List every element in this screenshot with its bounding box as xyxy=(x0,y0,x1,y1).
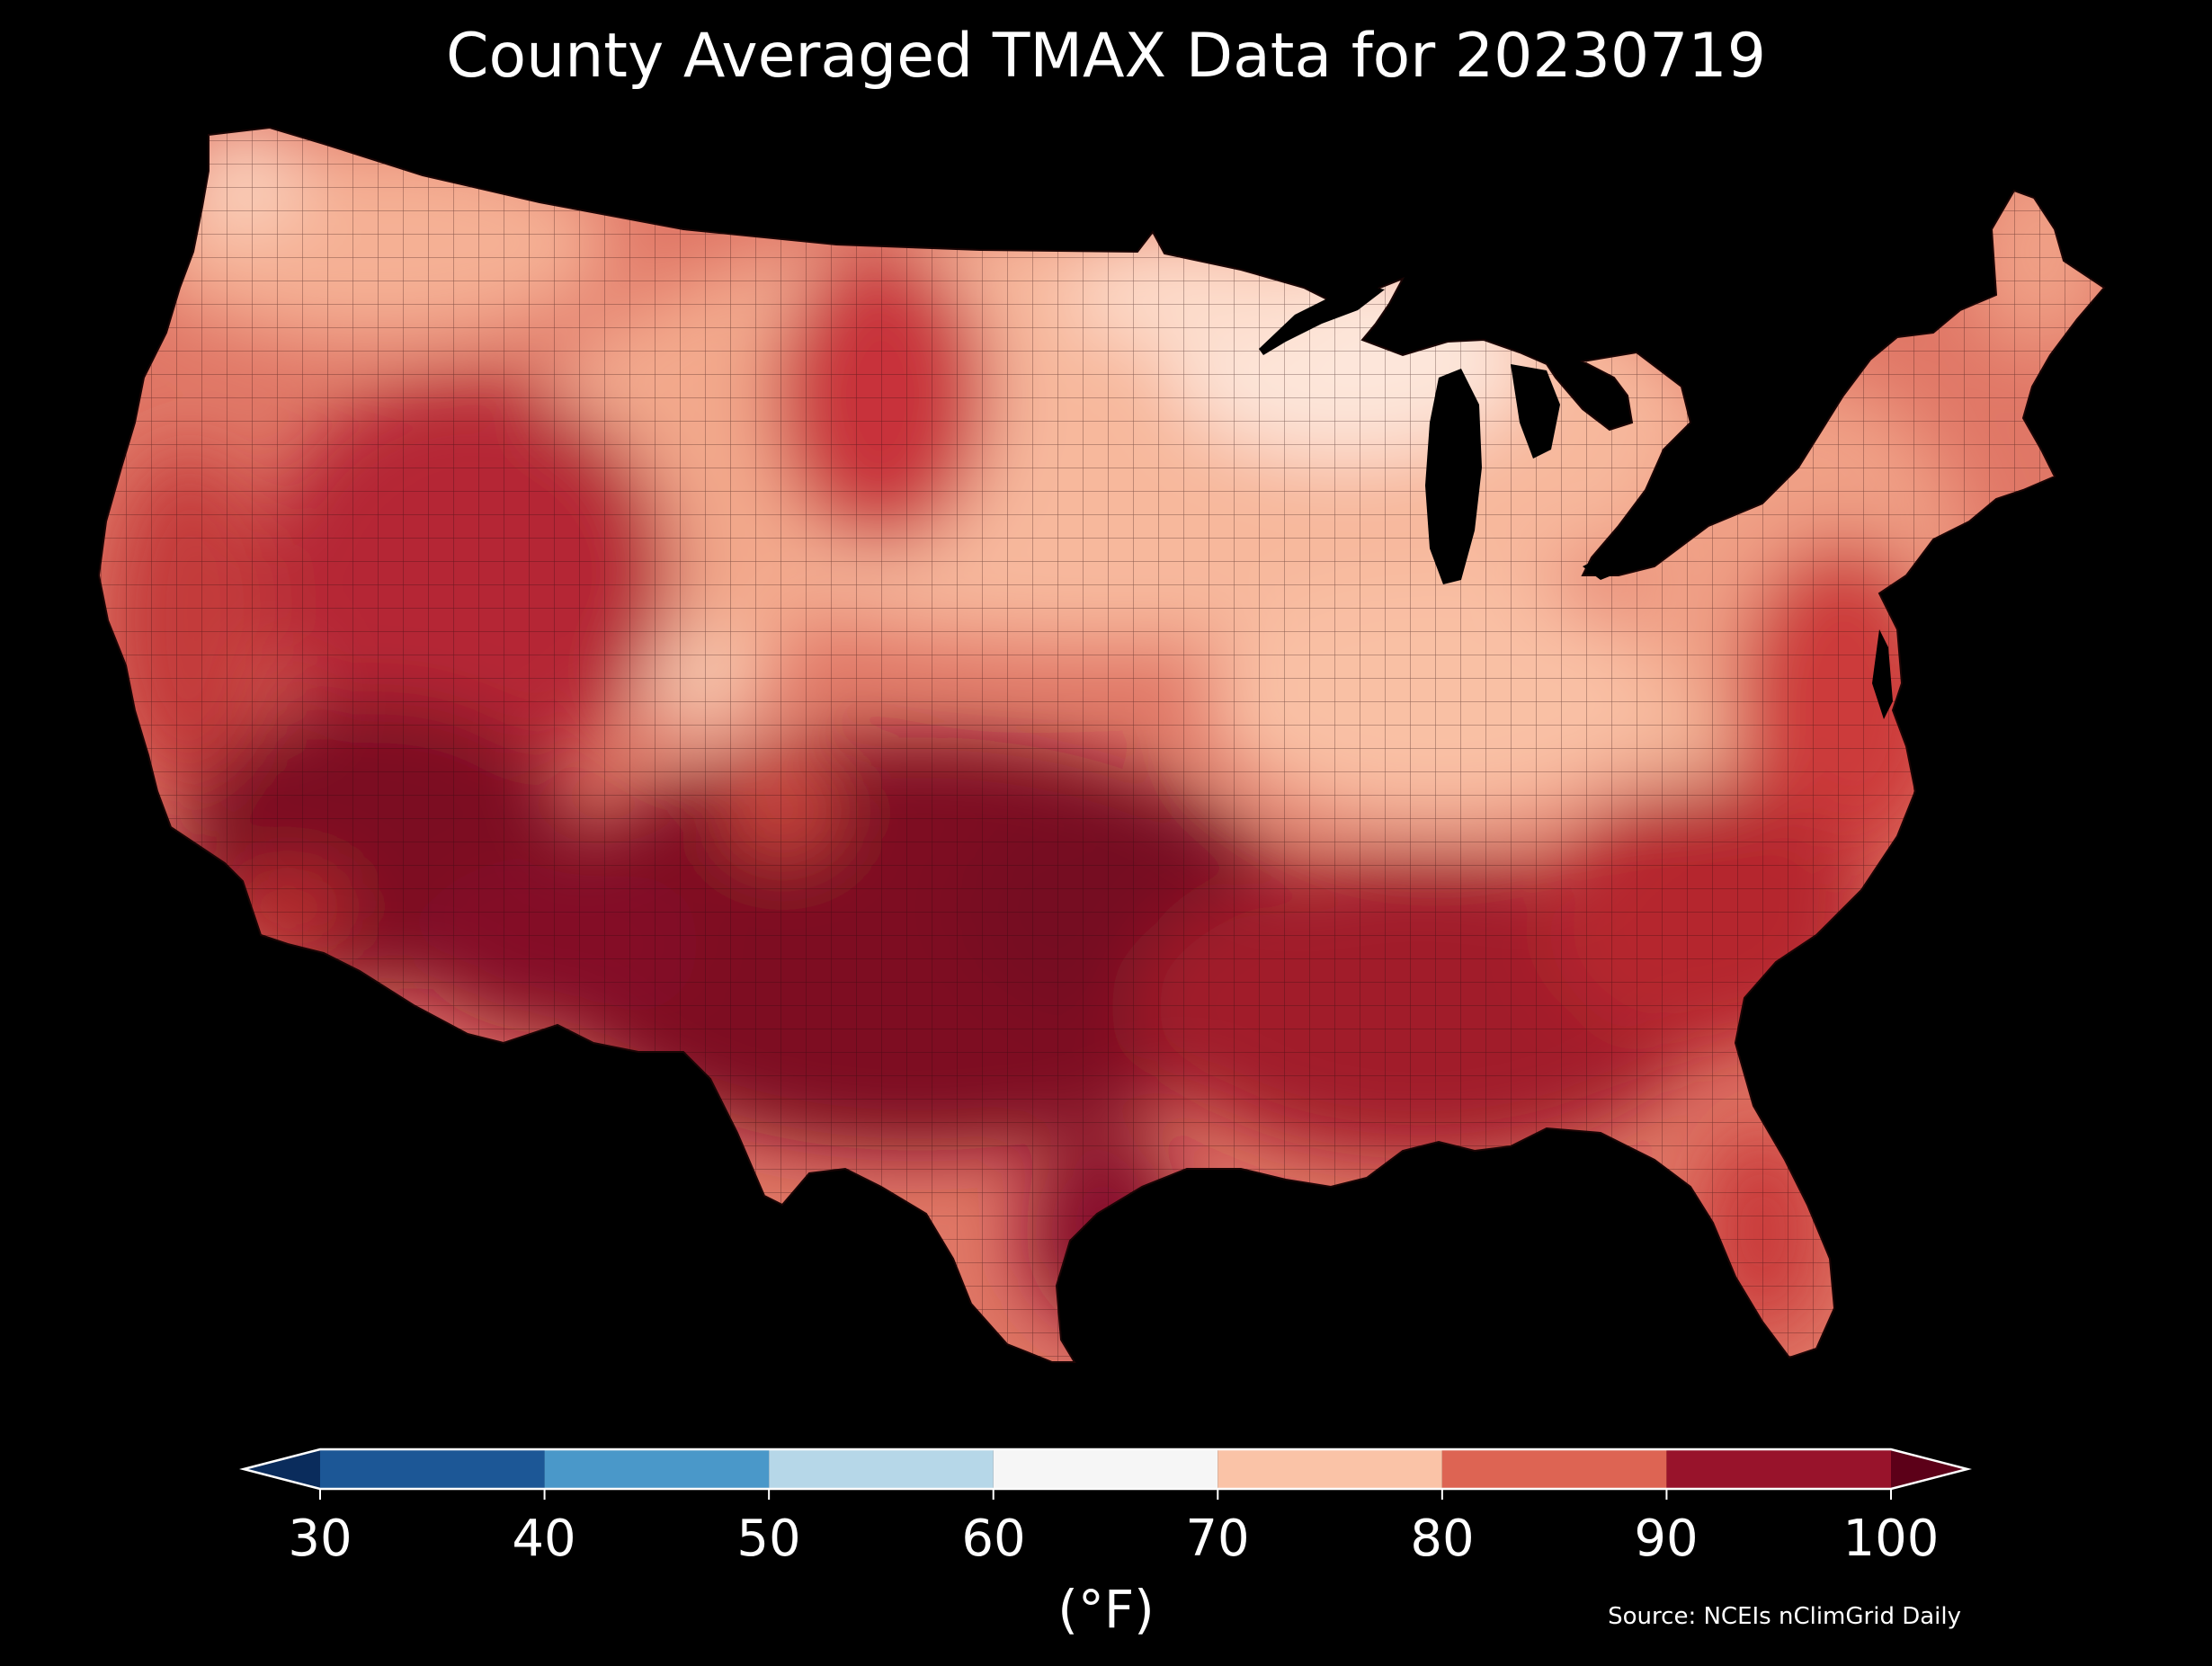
colorbar-tick-label: 60 xyxy=(961,1510,1026,1568)
map-title: County Averaged TMAX Data for 20230719 xyxy=(446,21,1766,92)
lake-huron xyxy=(1511,364,1560,459)
colorbar-tick-label: 80 xyxy=(1410,1510,1475,1568)
source-credit: Source: NCEIs nClimGrid Daily xyxy=(1608,1603,1961,1630)
lake-erie xyxy=(1583,526,1690,580)
colorbar-tick-label: 50 xyxy=(736,1510,801,1568)
colorbar-tick-label: 90 xyxy=(1634,1510,1699,1568)
lake-superior xyxy=(1259,286,1385,355)
colorbar-tick-label: 30 xyxy=(288,1510,352,1568)
colorbar-tick-label: 40 xyxy=(512,1510,576,1568)
great-lakes xyxy=(1259,286,1893,719)
colorbar-tick-label: 100 xyxy=(1842,1510,1940,1568)
chesapeake-bay xyxy=(1872,629,1893,719)
lake-michigan xyxy=(1425,369,1482,584)
colorbar-unit-label: (°F) xyxy=(1057,1579,1155,1640)
colorbar-tick-label: 70 xyxy=(1185,1510,1250,1568)
